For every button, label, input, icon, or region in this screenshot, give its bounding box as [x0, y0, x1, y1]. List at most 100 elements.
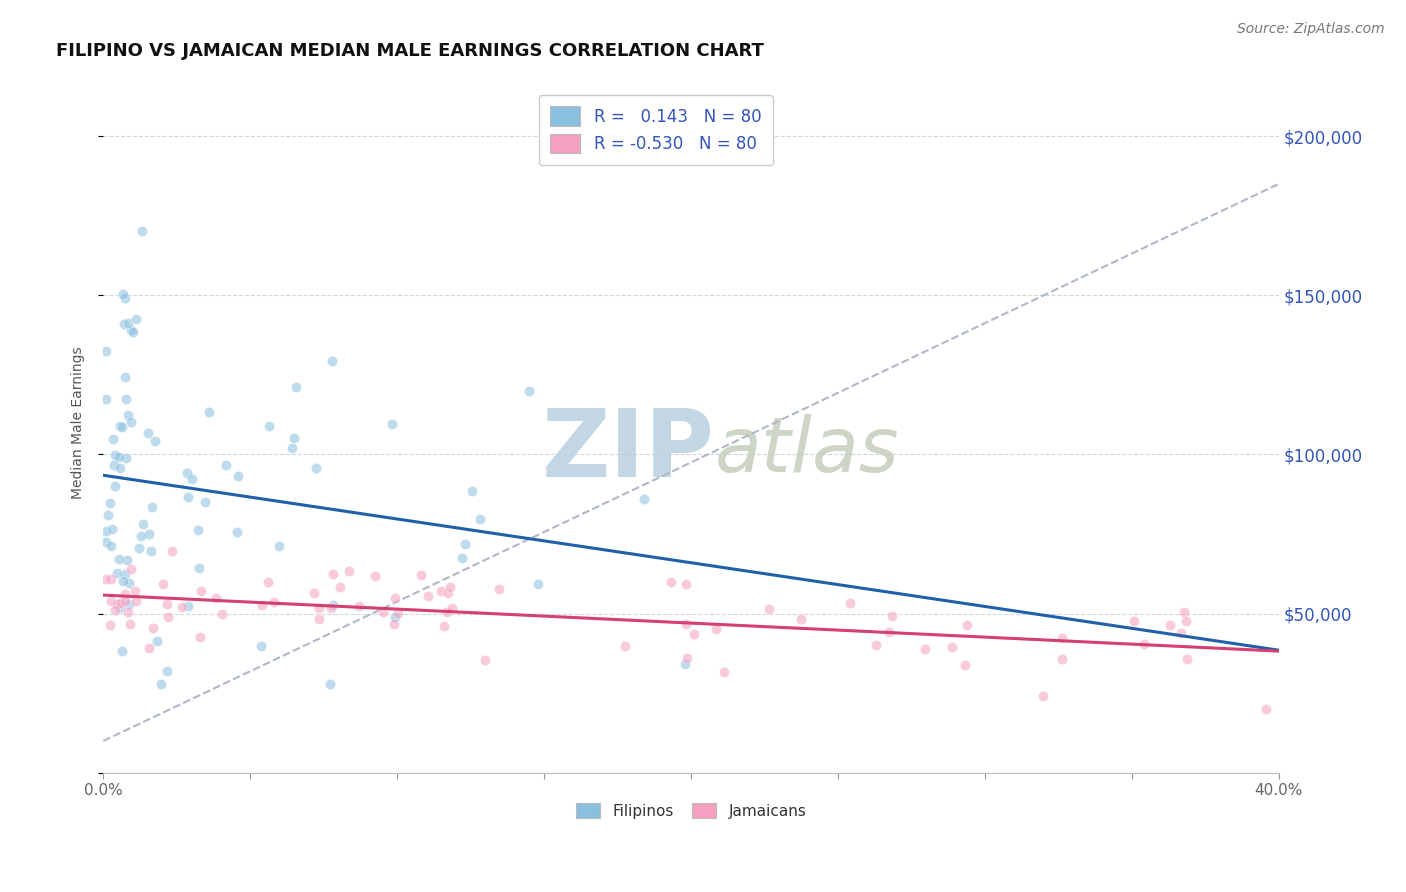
Point [1122, 615, 1144, 629]
Point [704, 623, 727, 637]
Point [454, 537, 477, 551]
Point [96, 534, 118, 549]
Point [104, 448, 127, 462]
Point [308, 612, 330, 626]
Point [941, 640, 963, 655]
Point [284, 380, 307, 394]
Point [176, 467, 198, 481]
Point [114, 291, 136, 305]
Point [322, 566, 344, 581]
Point [215, 458, 238, 472]
Point [100, 522, 122, 536]
Point [122, 325, 145, 339]
Point [108, 600, 131, 615]
Point [198, 405, 221, 419]
Point [257, 575, 280, 590]
Point [1170, 625, 1192, 640]
Point [283, 431, 305, 445]
Point [956, 618, 979, 632]
Y-axis label: Median Male Earnings: Median Male Earnings [72, 346, 86, 499]
Point [111, 420, 134, 434]
Point [96, 524, 118, 539]
Point [156, 610, 179, 624]
Point [953, 658, 976, 673]
Point [882, 608, 904, 623]
Point [461, 483, 484, 498]
Point [100, 594, 122, 608]
Point [111, 644, 134, 658]
Point [441, 601, 464, 615]
Point [409, 568, 432, 582]
Point [319, 676, 342, 690]
Point [114, 567, 136, 582]
Point [364, 569, 387, 583]
Point [319, 601, 342, 615]
Point [1173, 605, 1195, 619]
Point [112, 318, 135, 332]
Point [100, 572, 122, 586]
Point [129, 529, 152, 543]
Point [865, 638, 887, 652]
Point [98, 618, 121, 632]
Point [170, 600, 193, 615]
Point [187, 523, 209, 537]
Point [188, 560, 211, 574]
Point [98, 496, 121, 510]
Point [1050, 631, 1073, 645]
Point [488, 582, 510, 596]
Point [118, 576, 141, 591]
Text: FILIPINO VS JAMAICAN MEDIAN MALE EARNINGS CORRELATION CHART: FILIPINO VS JAMAICAN MEDIAN MALE EARNING… [56, 42, 763, 60]
Legend: Filipinos, Jamaicans: Filipinos, Jamaicans [569, 797, 813, 824]
Point [143, 434, 166, 449]
Point [118, 597, 141, 611]
Point [108, 461, 131, 475]
Point [180, 472, 202, 486]
Point [659, 574, 682, 589]
Point [329, 580, 352, 594]
Point [142, 621, 165, 635]
Point [675, 577, 697, 591]
Point [120, 562, 142, 576]
Point [105, 597, 128, 611]
Point [117, 408, 139, 422]
Point [382, 617, 405, 632]
Point [149, 676, 172, 690]
Text: Source: ZipAtlas.com: Source: ZipAtlas.com [1237, 22, 1385, 37]
Point [308, 601, 330, 615]
Point [138, 640, 160, 655]
Point [124, 311, 146, 326]
Point [673, 657, 696, 671]
Text: ZIP: ZIP [541, 405, 714, 497]
Point [267, 539, 290, 553]
Point [914, 641, 936, 656]
Point [758, 602, 780, 616]
Point [100, 539, 122, 553]
Point [436, 586, 458, 600]
Point [124, 584, 146, 599]
Point [418, 590, 440, 604]
Point [128, 541, 150, 556]
Point [190, 584, 212, 599]
Point [107, 552, 129, 566]
Point [141, 500, 163, 514]
Point [257, 419, 280, 434]
Point [633, 491, 655, 506]
Point [108, 418, 131, 433]
Point [614, 639, 637, 653]
Point [1254, 702, 1277, 716]
Point [1032, 690, 1054, 704]
Point [120, 415, 142, 429]
Point [120, 323, 142, 337]
Point [1174, 614, 1197, 628]
Point [304, 585, 326, 599]
Point [683, 627, 706, 641]
Point [1133, 637, 1156, 651]
Point [281, 441, 304, 455]
Point [1175, 652, 1198, 666]
Point [96, 343, 118, 358]
Point [114, 594, 136, 608]
Point [1050, 652, 1073, 666]
Point [103, 458, 125, 472]
Point [132, 517, 155, 532]
Point [138, 527, 160, 541]
